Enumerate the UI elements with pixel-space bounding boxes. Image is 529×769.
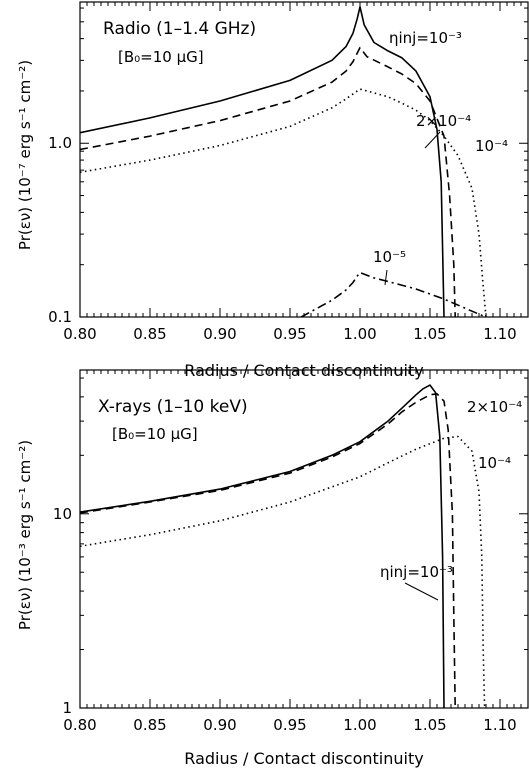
chart-panel-2: 0.80 0.85 0.90 0.95 1.00 1.05 1.10 1 10 Radius / … [16, 369, 529, 768]
y-axis-label: Pr(εν) (10⁻⁷ erg s⁻¹ cm⁻²) [16, 60, 34, 250]
series-line-solid [80, 384, 445, 708]
x-tick-label: 1.05 [413, 325, 446, 343]
plot-frame [79, 369, 529, 709]
y-tick-label: 1.0 [48, 134, 72, 152]
series-group [80, 6, 487, 317]
chart-title: X-rays (1–10 keV) [98, 397, 248, 417]
chart-title: Radio (1–1.4 GHz) [103, 19, 256, 39]
curve-label: ηinj=10⁻³ [380, 563, 453, 581]
series-line-dashdot [300, 271, 487, 317]
x-tick-label: 1.05 [413, 716, 446, 734]
series-line-dotted [80, 88, 487, 317]
series-line-dashed [80, 46, 456, 317]
series-group [80, 384, 486, 708]
x-tick-label: 0.80 [63, 716, 96, 734]
leader-line [424, 131, 441, 149]
x-tick-label: 1.00 [343, 716, 376, 734]
curve-label: 10⁻⁴ [475, 137, 508, 155]
curve-label: 2×10⁻⁴ [467, 398, 522, 416]
chart-subtitle: [B₀=10 μG] [118, 48, 204, 66]
x-tick-label: 0.80 [63, 325, 96, 343]
series-line-dashed [80, 392, 456, 708]
x-tick-label: 0.95 [273, 325, 306, 343]
x-tick-label: 0.95 [273, 716, 306, 734]
curve-label: 10⁻⁵ [373, 248, 406, 266]
x-tick-label: 1.00 [343, 325, 376, 343]
x-tick-label: 0.90 [203, 716, 236, 734]
curve-label: 2×10⁻⁴ [416, 112, 471, 130]
x-tick-label: 0.85 [133, 716, 166, 734]
x-tick-label: 1.10 [483, 325, 516, 343]
x-tick-label: 0.85 [133, 325, 166, 343]
y-tick-label: 1 [62, 699, 72, 717]
x-axis-label: Radius / Contact discontinuity [184, 749, 423, 768]
series-line-solid [80, 6, 445, 317]
y-tick-label: 0.1 [48, 308, 72, 326]
x-tick-label: 0.90 [203, 325, 236, 343]
chart-panel-1: 0.80 0.85 0.90 0.95 1.00 1.05 1.100.11.0Radius… [16, 1, 529, 380]
y-tick-label: 10 [53, 505, 72, 523]
chart-subtitle: [B₀=10 μG] [112, 425, 198, 443]
curve-label: 10⁻⁴ [478, 454, 511, 472]
x-tick-label: 1.10 [483, 716, 516, 734]
leader-line [384, 269, 388, 286]
curve-label: ηinj=10⁻³ [389, 29, 462, 47]
leader-line [404, 582, 439, 601]
y-axis-label: Pr(εν) (10⁻³ erg s⁻¹ cm⁻²) [16, 440, 34, 630]
